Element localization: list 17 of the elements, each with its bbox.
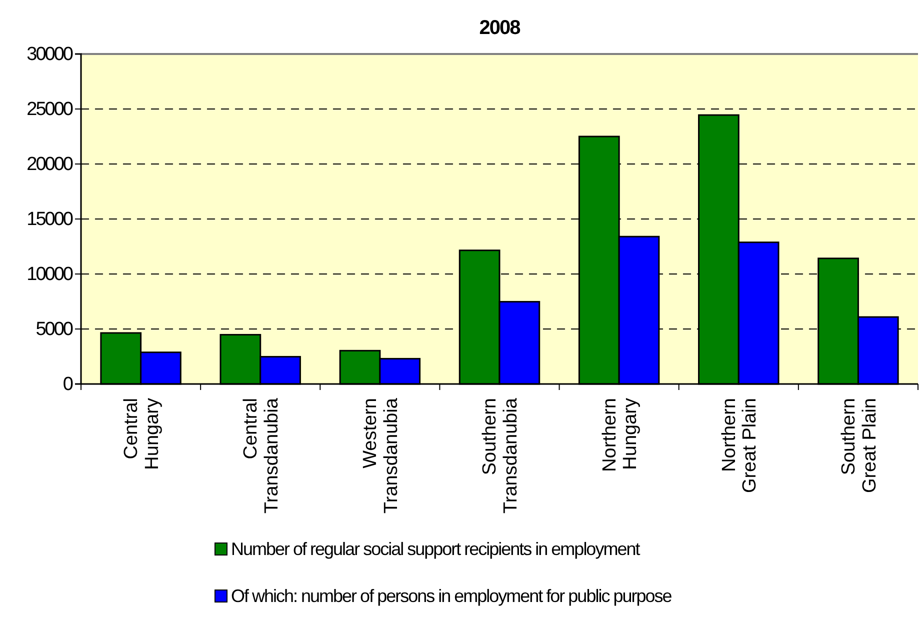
y-tick-label: 20000 (26, 154, 73, 176)
y-tick-label: 5000 (36, 319, 73, 340)
y-tick-label: 30000 (26, 44, 73, 66)
x-tick-label: Central Transdanubia (240, 398, 282, 514)
chart-title: 2008 (479, 17, 521, 39)
x-tick-label: Southern Transdanubia (480, 398, 522, 514)
x-tick-label: Central Hungary (120, 398, 163, 470)
x-tick-label: Northern Hungary (599, 398, 642, 472)
y-tick-label: 10000 (26, 264, 73, 286)
y-tick-label: 15000 (26, 209, 73, 230)
x-tick-label: Western Transdanubia (360, 398, 402, 514)
y-tick-label: 0 (62, 374, 73, 396)
x-tick-label: Southern Great Plain (838, 398, 880, 494)
legend-label: Number of regular social support recipients in employment (231, 539, 640, 559)
y-tick-label: 25000 (26, 99, 73, 120)
x-tick-label: Northern Great Plain (718, 398, 761, 494)
legend-label: Of which: number of persons in employment for public purpose (231, 586, 672, 606)
